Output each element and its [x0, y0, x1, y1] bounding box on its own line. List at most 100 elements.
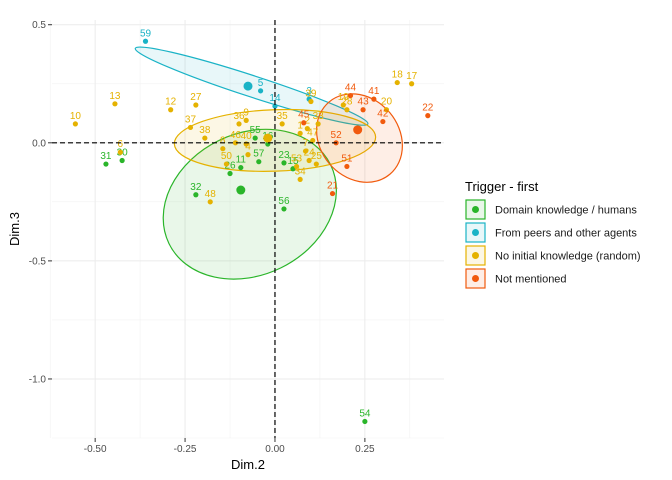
data-point: [232, 140, 239, 146]
y-axis-title: Dim.3: [7, 212, 22, 246]
point-label: 19: [338, 92, 350, 103]
data-point: [293, 163, 300, 170]
point-label: 26: [224, 161, 236, 172]
point-label: 15: [287, 156, 299, 167]
data-point: [371, 96, 377, 102]
confidence-ellipse: [315, 93, 403, 183]
group-centroid: [263, 133, 273, 143]
point-label: 11: [236, 155, 247, 166]
data-point: [112, 101, 118, 107]
data-point: [344, 107, 350, 113]
data-point: [281, 206, 287, 212]
x-axis-title: Dim.2: [231, 457, 265, 472]
y-tick-label: -1.0: [29, 374, 47, 385]
point-label: 12: [165, 97, 177, 108]
point-label: 7: [303, 138, 309, 149]
point-label: 40: [241, 131, 253, 142]
legend-key-dot: [472, 275, 479, 282]
data-point: [304, 126, 310, 132]
legend-label: From peers and other agents: [495, 228, 637, 240]
data-point: [301, 120, 307, 126]
point-label: 9: [243, 107, 249, 118]
data-point: [245, 152, 251, 158]
data-point: [257, 88, 264, 94]
data-points: 3130322611575516231556545951431013612273…: [70, 28, 434, 425]
data-point: [394, 79, 400, 86]
data-point: [117, 149, 123, 155]
data-point: [243, 117, 249, 123]
point-label: 45: [298, 110, 310, 121]
data-point: [220, 146, 226, 152]
data-point: [202, 135, 208, 141]
data-point: [409, 81, 415, 87]
point-label: 42: [377, 109, 389, 120]
group-centroid: [243, 81, 253, 91]
data-point: [297, 130, 303, 136]
data-point: [380, 118, 386, 125]
point-label: 20: [381, 97, 393, 108]
data-point: [306, 157, 312, 164]
data-point: [329, 190, 336, 197]
point-label: 53: [291, 153, 303, 164]
x-tick-label: 0.00: [265, 444, 285, 455]
legend-label: Domain knowledge / humans: [495, 205, 637, 217]
point-label: 21: [327, 181, 339, 192]
plot-panel: [49, 20, 444, 439]
y-tick-label: 0.5: [32, 20, 46, 31]
data-point: [425, 113, 431, 119]
point-label: 33: [313, 111, 325, 122]
point-label: 18: [392, 70, 404, 81]
axes: -0.50 -0.25 0.00 0.25 0.5 0.0 -0.5 -1.0: [29, 20, 444, 455]
point-label: 35: [277, 111, 289, 122]
point-label: 10: [70, 111, 82, 122]
point-label: 13: [109, 91, 121, 102]
point-label: 47: [307, 127, 319, 138]
data-point: [347, 92, 354, 99]
point-label: 1: [297, 120, 303, 131]
point-label: 2: [305, 116, 311, 127]
data-point: [360, 107, 366, 113]
data-point: [193, 102, 199, 108]
data-point: [207, 199, 213, 205]
data-point: [238, 164, 244, 171]
point-label: 5: [258, 78, 264, 89]
point-label: 41: [368, 86, 380, 97]
point-label: 44: [345, 83, 357, 94]
point-label: 46: [230, 130, 242, 141]
data-point: [272, 103, 278, 109]
data-point: [279, 121, 285, 127]
data-point: [308, 98, 314, 105]
point-label: 28: [341, 97, 353, 108]
x-tick-label: 0.25: [355, 444, 375, 455]
point-label: 57: [253, 149, 265, 160]
group-centroid: [353, 125, 363, 135]
legend-key-dot: [472, 206, 479, 213]
y-tick-label: 0.0: [32, 138, 46, 149]
point-label: 23: [278, 150, 290, 161]
data-point: [119, 157, 125, 164]
point-label: 52: [331, 130, 343, 141]
data-point: [313, 161, 319, 167]
data-point: [297, 176, 303, 183]
point-label: 6: [118, 139, 124, 150]
point-label: 39: [305, 88, 317, 99]
data-point: [340, 102, 346, 108]
data-point: [187, 124, 194, 131]
point-label: 25: [311, 151, 323, 162]
point-label: 32: [190, 182, 202, 193]
data-point: [302, 148, 309, 154]
point-label: 54: [359, 408, 371, 419]
data-point: [310, 137, 316, 144]
point-label: 48: [205, 189, 217, 200]
point-label: 4: [245, 142, 251, 153]
confidence-ellipses: [134, 46, 403, 280]
data-point: [252, 135, 258, 141]
point-label: 55: [250, 125, 262, 136]
group-centroid: [236, 185, 246, 195]
point-label: 56: [278, 196, 290, 207]
data-point: [315, 121, 321, 127]
legend-label: No initial knowledge (random): [495, 251, 641, 263]
legend-title: Trigger - first: [465, 179, 539, 194]
point-label: 59: [140, 28, 152, 39]
